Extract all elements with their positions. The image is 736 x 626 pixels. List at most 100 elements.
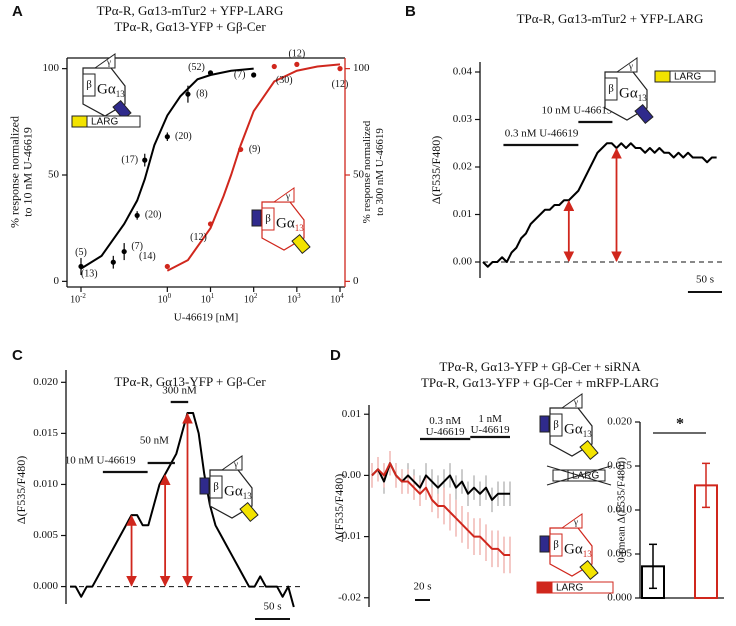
y-tick-label: 0.005 xyxy=(33,529,58,541)
x-tick-exp: 4 xyxy=(340,292,344,300)
chart-title: TPα-R, Gα13-mTur2 + YFP-LARG xyxy=(97,3,284,18)
x-tick-exp: 2 xyxy=(254,292,258,300)
stimulus-label: 10 nM U-46619 xyxy=(65,455,136,467)
g-alpha-sub: 13 xyxy=(116,89,126,99)
gamma-label: γ xyxy=(628,61,633,71)
y-tick-label: 0.00 xyxy=(453,256,473,268)
g-alpha-sub: 13 xyxy=(583,429,593,439)
gamma-label: γ xyxy=(573,397,578,407)
y-tick-label: 0.005 xyxy=(607,548,632,560)
trace xyxy=(70,411,295,608)
cross xyxy=(546,465,612,486)
gamma-label: γ xyxy=(573,517,578,527)
yfp-tag xyxy=(291,233,311,255)
n-label: (13) xyxy=(81,269,98,280)
panel-label: C xyxy=(12,347,23,364)
point xyxy=(337,66,343,72)
beta-label: β xyxy=(608,83,614,95)
y-axis-label: Δ(F535/F480) xyxy=(429,136,443,204)
point xyxy=(121,248,127,255)
y-tick-label: 0.03 xyxy=(453,113,473,125)
y-tick-label: 0.000 xyxy=(33,580,58,592)
x-tick-label: 10-2 xyxy=(70,292,86,306)
beta-label: β xyxy=(265,213,271,225)
larg-tag xyxy=(536,581,553,594)
gamma-shape xyxy=(272,187,295,203)
y-tick-label: 50 xyxy=(353,169,365,181)
scale-bar-label: 20 s xyxy=(413,581,431,593)
y-tick-label: 0 xyxy=(353,275,359,287)
stimulus-label: 10 nM U-46619 xyxy=(542,105,613,117)
y-tick-label: 0.010 xyxy=(33,478,58,490)
y-tick-label: 0.010 xyxy=(607,504,632,516)
beta-shape xyxy=(549,413,563,437)
n-label: (5) xyxy=(75,247,87,258)
stimulus-label: 50 nM xyxy=(140,435,169,447)
beta-shape xyxy=(604,77,618,101)
y-axis-label: 0-(mean Δ(F535/F480)) xyxy=(616,457,628,563)
larg-tag xyxy=(654,70,671,83)
point xyxy=(164,263,170,270)
n-label: (14) xyxy=(139,251,156,262)
y-tick-label: 0.04 xyxy=(453,66,473,78)
trace xyxy=(371,462,510,556)
y-tick-label: 0.015 xyxy=(33,427,58,439)
gamma-shape xyxy=(220,455,243,471)
x-tick-exp: -2 xyxy=(80,292,86,300)
x-tick-label: 102 xyxy=(244,292,258,306)
point xyxy=(207,221,214,227)
x-tick-exp: 3 xyxy=(297,292,301,300)
yfp-tag xyxy=(579,439,599,461)
larg-label: LARG xyxy=(556,583,583,594)
beta-label: β xyxy=(213,481,219,493)
beta-label: β xyxy=(86,79,92,91)
point xyxy=(238,146,244,153)
y-tick-label: 50 xyxy=(48,169,60,181)
beta-label: β xyxy=(553,539,559,551)
larg-box: LARG xyxy=(71,115,141,128)
yfp-tag xyxy=(634,103,654,125)
cer-tag xyxy=(539,415,550,433)
gamma-label: γ xyxy=(285,191,290,201)
g-alpha-sub: 13 xyxy=(583,549,593,559)
beta-shape xyxy=(82,73,96,97)
stimulus-label: U-46619 xyxy=(426,426,466,438)
y-axis-label: % response normalized xyxy=(7,116,21,228)
y-tick-label: 0.00 xyxy=(342,469,362,481)
yfp-tag xyxy=(239,501,259,523)
n-label: (12) xyxy=(332,79,349,90)
y-tick-label: 100 xyxy=(353,62,370,74)
x-tick-exp: 1 xyxy=(211,292,215,300)
point xyxy=(294,61,300,67)
chart-title: TPα-R, Gα13-YFP + Gβ-Cer + siRNA xyxy=(439,359,641,374)
cer-tag xyxy=(251,209,262,227)
chart-title: TPα-R, Gα13-YFP + Gβ-Cer xyxy=(114,374,266,389)
g-alpha-sub: 13 xyxy=(638,93,648,103)
x-tick-label: 104 xyxy=(330,292,344,306)
n-label: (30) xyxy=(276,75,293,86)
y2-axis-label: % response normalized xyxy=(361,120,373,223)
point xyxy=(271,63,277,70)
panel-label: A xyxy=(12,3,23,20)
n-label: (20) xyxy=(175,131,192,142)
gamma-shape xyxy=(560,393,583,409)
y-tick-label: 0.015 xyxy=(607,460,632,472)
n-label: (20) xyxy=(145,210,162,221)
point xyxy=(142,157,148,163)
gamma-label: γ xyxy=(106,57,111,67)
y-tick-label: 0.01 xyxy=(453,208,472,220)
point xyxy=(78,263,84,270)
gamma-shape xyxy=(560,513,583,529)
larg-box: LARG xyxy=(536,581,614,594)
x-tick-label: 101 xyxy=(201,292,215,306)
yfp-tag xyxy=(579,559,599,581)
x-axis-label: U-46619 [nM] xyxy=(174,312,238,324)
panel-label: D xyxy=(330,347,341,364)
larg-label: LARG xyxy=(674,72,701,83)
gamma-shape xyxy=(615,57,638,73)
x-tick-label: 100 xyxy=(158,292,172,306)
